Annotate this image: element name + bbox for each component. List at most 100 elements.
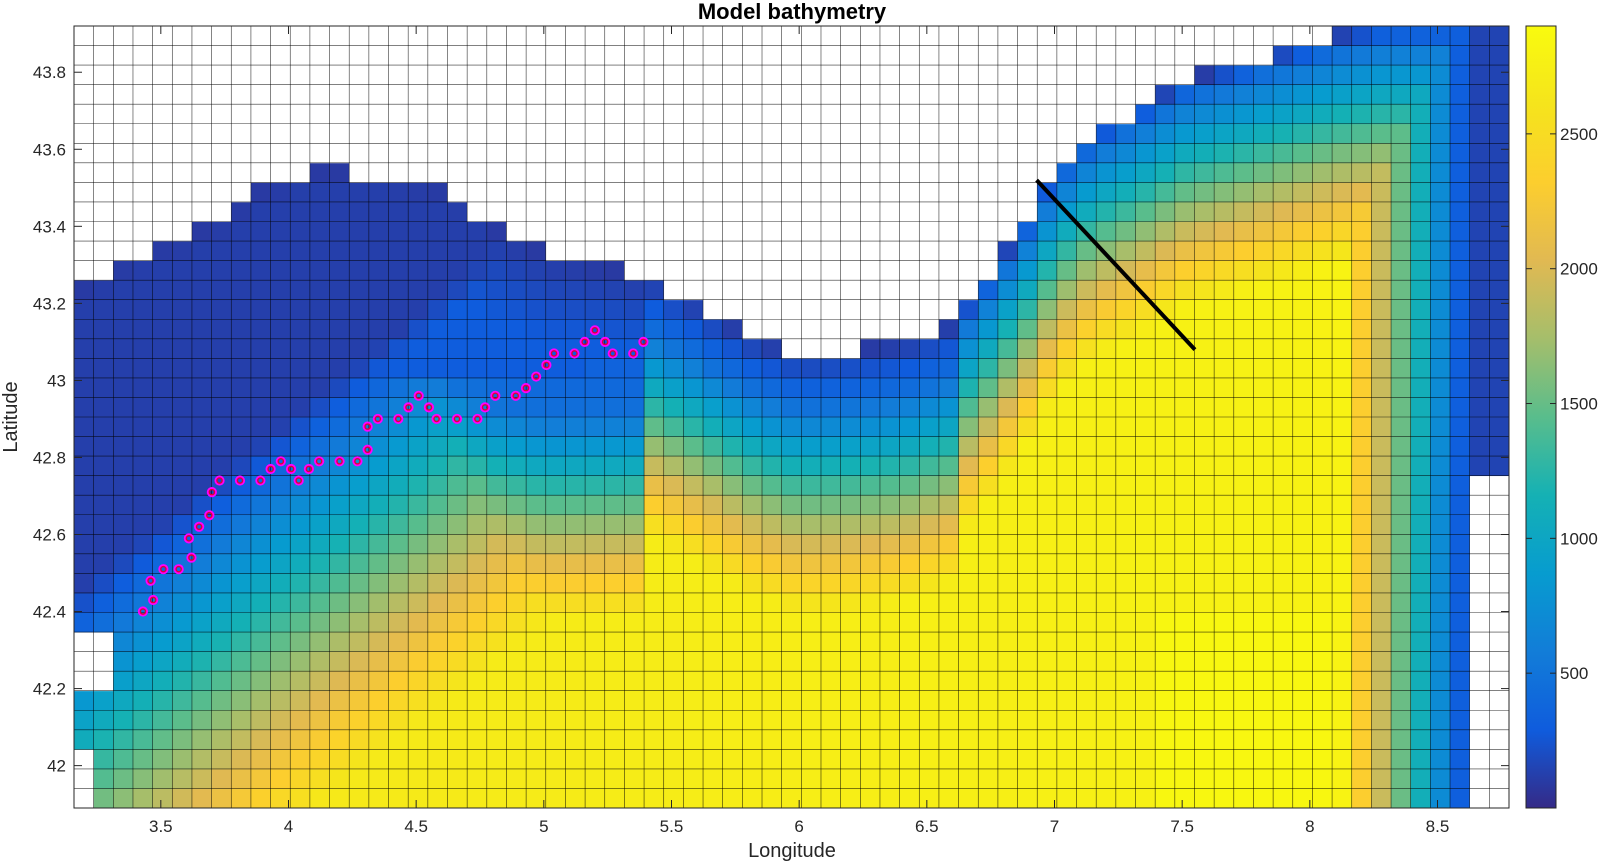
heatmap-cell — [1489, 123, 1510, 144]
heatmap-cell — [1076, 417, 1097, 437]
heatmap-cell — [1253, 749, 1274, 770]
heatmap-cell — [801, 475, 822, 496]
heatmap-cell — [801, 26, 822, 46]
heatmap-cell — [113, 377, 134, 398]
heatmap-cell — [526, 436, 547, 457]
heatmap-cell — [565, 417, 586, 437]
heatmap-cell — [1430, 319, 1451, 340]
heatmap-cell — [1312, 104, 1333, 125]
heatmap-cell — [132, 690, 154, 711]
heatmap-cell — [211, 338, 232, 359]
heatmap-cell — [486, 671, 507, 692]
heatmap-cell — [997, 182, 1018, 203]
heatmap-cell — [231, 280, 252, 301]
heatmap-cell — [1450, 299, 1471, 320]
heatmap-cell — [388, 788, 409, 809]
heatmap-cell — [604, 553, 625, 574]
heatmap-cell — [919, 788, 940, 809]
heatmap-cell — [1135, 729, 1156, 750]
heatmap-cell — [152, 241, 173, 261]
heatmap-cell — [152, 358, 173, 379]
heatmap-cell — [978, 749, 999, 770]
heatmap-cell — [860, 143, 881, 164]
heatmap-cell — [899, 729, 920, 750]
heatmap-cell — [1214, 260, 1235, 281]
heatmap-cell — [506, 456, 527, 477]
heatmap-cell — [565, 45, 586, 66]
heatmap-cell — [329, 397, 350, 418]
heatmap-cell — [368, 612, 389, 633]
heatmap-cell — [447, 201, 468, 222]
heatmap-cell — [506, 534, 527, 555]
heatmap-cell — [604, 280, 625, 301]
heatmap-cell — [1253, 65, 1274, 86]
heatmap-cell — [1115, 45, 1136, 66]
heatmap-cell — [1194, 632, 1215, 652]
heatmap-cell — [840, 338, 861, 359]
heatmap-cell — [467, 495, 488, 516]
heatmap-cell — [1017, 221, 1038, 242]
heatmap-cell — [368, 26, 389, 46]
heatmap-cell — [1273, 475, 1294, 496]
heatmap-cell — [644, 358, 665, 379]
heatmap-cell — [447, 65, 468, 86]
heatmap-cell — [545, 417, 566, 437]
heatmap-cell — [1037, 553, 1058, 574]
heatmap-cell — [1155, 768, 1176, 789]
marker-point — [234, 475, 246, 486]
heatmap-cell — [820, 182, 842, 203]
heatmap-cell — [349, 319, 370, 340]
heatmap-cell — [1115, 729, 1136, 750]
heatmap-cell — [1174, 671, 1195, 692]
heatmap-cell — [1371, 475, 1392, 496]
heatmap-cell — [860, 788, 881, 809]
heatmap-cell — [1371, 788, 1392, 809]
heatmap-cell — [1273, 729, 1294, 750]
heatmap-cell — [1430, 104, 1451, 125]
heatmap-cell — [172, 358, 193, 379]
heatmap-cell — [545, 182, 566, 203]
heatmap-cell — [1371, 651, 1392, 672]
heatmap-cell — [74, 768, 95, 789]
heatmap-cell — [1135, 690, 1156, 711]
heatmap-cell — [1469, 65, 1490, 86]
heatmap-cell — [1214, 632, 1235, 652]
heatmap-cell — [506, 201, 527, 222]
heatmap-cell — [565, 729, 586, 750]
heatmap-cell — [1351, 612, 1372, 633]
heatmap-cell — [781, 397, 802, 418]
heatmap-cell — [211, 573, 232, 594]
heatmap-cell — [408, 162, 429, 183]
heatmap-cell — [152, 299, 173, 320]
heatmap-cell — [349, 417, 370, 437]
heatmap-cell — [1076, 201, 1097, 222]
heatmap-cell — [1017, 495, 1038, 516]
heatmap-cell — [801, 456, 822, 477]
heatmap-cell — [349, 182, 370, 203]
heatmap-cell — [349, 221, 370, 242]
heatmap-cell — [663, 280, 684, 301]
heatmap-cell — [1076, 671, 1097, 692]
heatmap-cell — [349, 612, 370, 633]
heatmap-cell — [604, 319, 625, 340]
heatmap-cell — [1037, 729, 1058, 750]
heatmap-cell — [978, 534, 999, 555]
heatmap-cell — [1233, 456, 1254, 477]
heatmap-cell — [93, 241, 114, 261]
heatmap-cell — [545, 671, 566, 692]
heatmap-cell — [899, 299, 920, 320]
heatmap-cell — [1115, 671, 1136, 692]
heatmap-cell — [349, 123, 370, 144]
heatmap-cell — [427, 729, 448, 750]
heatmap-cell — [1489, 710, 1510, 731]
heatmap-cell — [1115, 358, 1136, 379]
heatmap-cell — [624, 768, 645, 789]
heatmap-cell — [1371, 104, 1392, 125]
heatmap-cell — [644, 436, 665, 457]
heatmap-cell — [1253, 162, 1274, 183]
heatmap-cell — [467, 514, 488, 535]
heatmap-cell — [172, 143, 193, 164]
heatmap-cell — [132, 162, 154, 183]
